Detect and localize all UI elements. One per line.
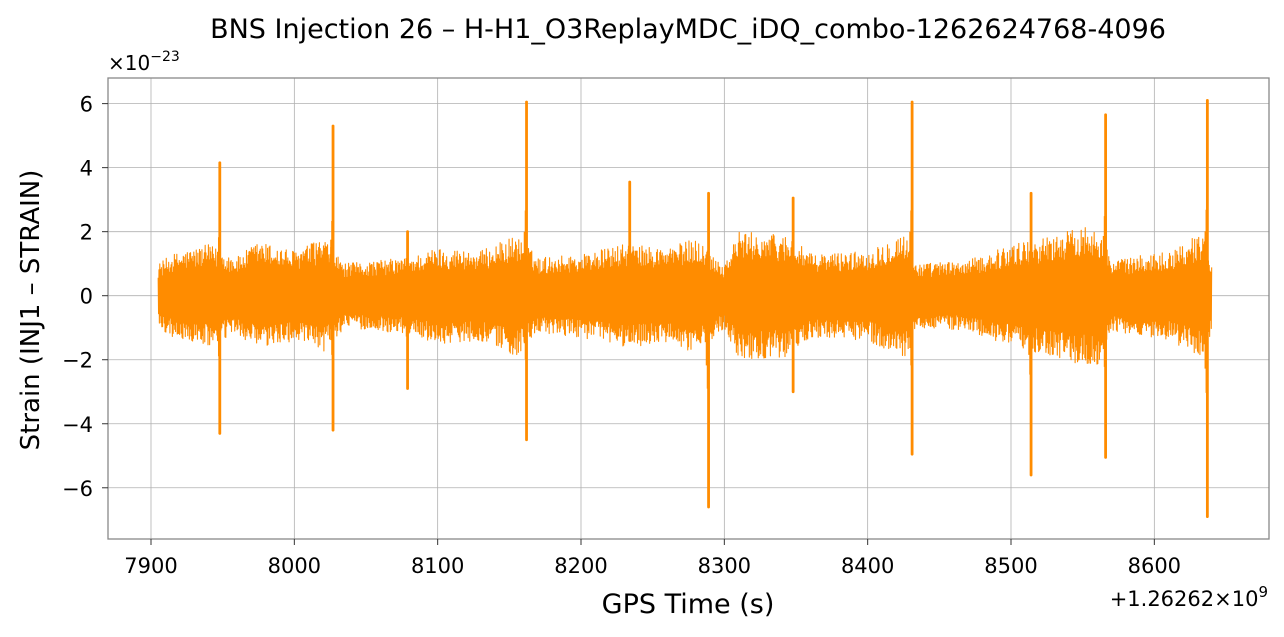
x-tick-label: 8600 bbox=[1128, 554, 1181, 578]
y-tick-label: 2 bbox=[80, 221, 93, 245]
x-axis-label: GPS Time (s) bbox=[602, 589, 775, 620]
x-tick-label: 8400 bbox=[841, 554, 894, 578]
x-offset: +1.26262×109 bbox=[1110, 583, 1268, 611]
y-tick-label: −6 bbox=[62, 477, 93, 501]
y-tick-label: 6 bbox=[80, 93, 93, 117]
x-tick-label: 8000 bbox=[268, 554, 321, 578]
x-tick-label: 7900 bbox=[124, 554, 177, 578]
y-multiplier: ×10−23 bbox=[108, 49, 180, 75]
y-tick-label: −4 bbox=[62, 413, 93, 437]
plot-frame bbox=[107, 77, 1270, 540]
x-tick-label: 8100 bbox=[411, 554, 464, 578]
x-axis-ticks: 7900 8000 8100 8200 8300 8400 8500 8600 bbox=[124, 539, 1181, 578]
x-tick-label: 8200 bbox=[554, 554, 607, 578]
y-axis-ticks: −6 −4 −2 0 2 4 6 bbox=[62, 93, 108, 501]
x-offset-text: +1.26262×10 bbox=[1110, 587, 1259, 611]
x-offset-exponent: 9 bbox=[1258, 583, 1268, 601]
y-multiplier-text: ×10 bbox=[108, 51, 150, 75]
y-multiplier-exponent: −23 bbox=[150, 49, 180, 65]
y-tick-label: 4 bbox=[80, 157, 93, 181]
y-tick-label: −2 bbox=[62, 349, 93, 373]
y-axis-label: Strain (INJ1 – STRAIN) bbox=[16, 170, 46, 451]
x-tick-label: 8500 bbox=[984, 554, 1037, 578]
x-tick-label: 8300 bbox=[698, 554, 751, 578]
y-tick-label: 0 bbox=[80, 285, 93, 309]
series-line bbox=[157, 99, 1213, 518]
chart-title: BNS Injection 26 – H-H1_O3ReplayMDC_iDQ_… bbox=[210, 14, 1166, 45]
